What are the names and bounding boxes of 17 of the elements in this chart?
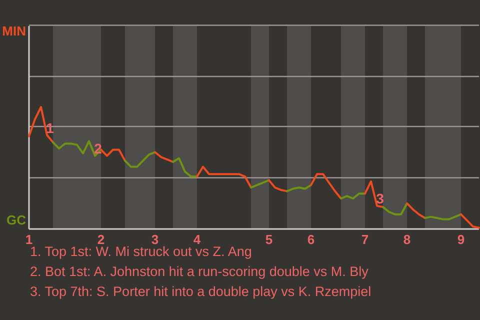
x-tick-label: 3 [151, 232, 159, 247]
x-tick-label: 1 [25, 232, 33, 247]
x-tick-label: 9 [457, 232, 465, 247]
x-tick-label: 7 [361, 232, 369, 247]
annotation: 1 [46, 120, 54, 136]
x-tick-label: 5 [265, 232, 273, 247]
annotation: 2 [94, 140, 102, 157]
x-tick-label: 2 [97, 232, 105, 247]
text: MIN [2, 23, 26, 38]
text: 3. Top 7th: S. Porter hit into a double play vs K. Rzempiel [30, 284, 372, 299]
annotation: 3 [376, 190, 384, 207]
text: GC [6, 212, 27, 228]
x-tick-label: 8 [403, 232, 411, 247]
text: 2. Bot 1st: A. Johnston hit a run-scoring double vs M. Bly [30, 264, 369, 279]
x-tick-label: 6 [307, 232, 315, 247]
text: 1. Top 1st: W. Mi struck out vs Z. Ang [30, 244, 252, 259]
x-tick-label: 4 [193, 232, 202, 247]
